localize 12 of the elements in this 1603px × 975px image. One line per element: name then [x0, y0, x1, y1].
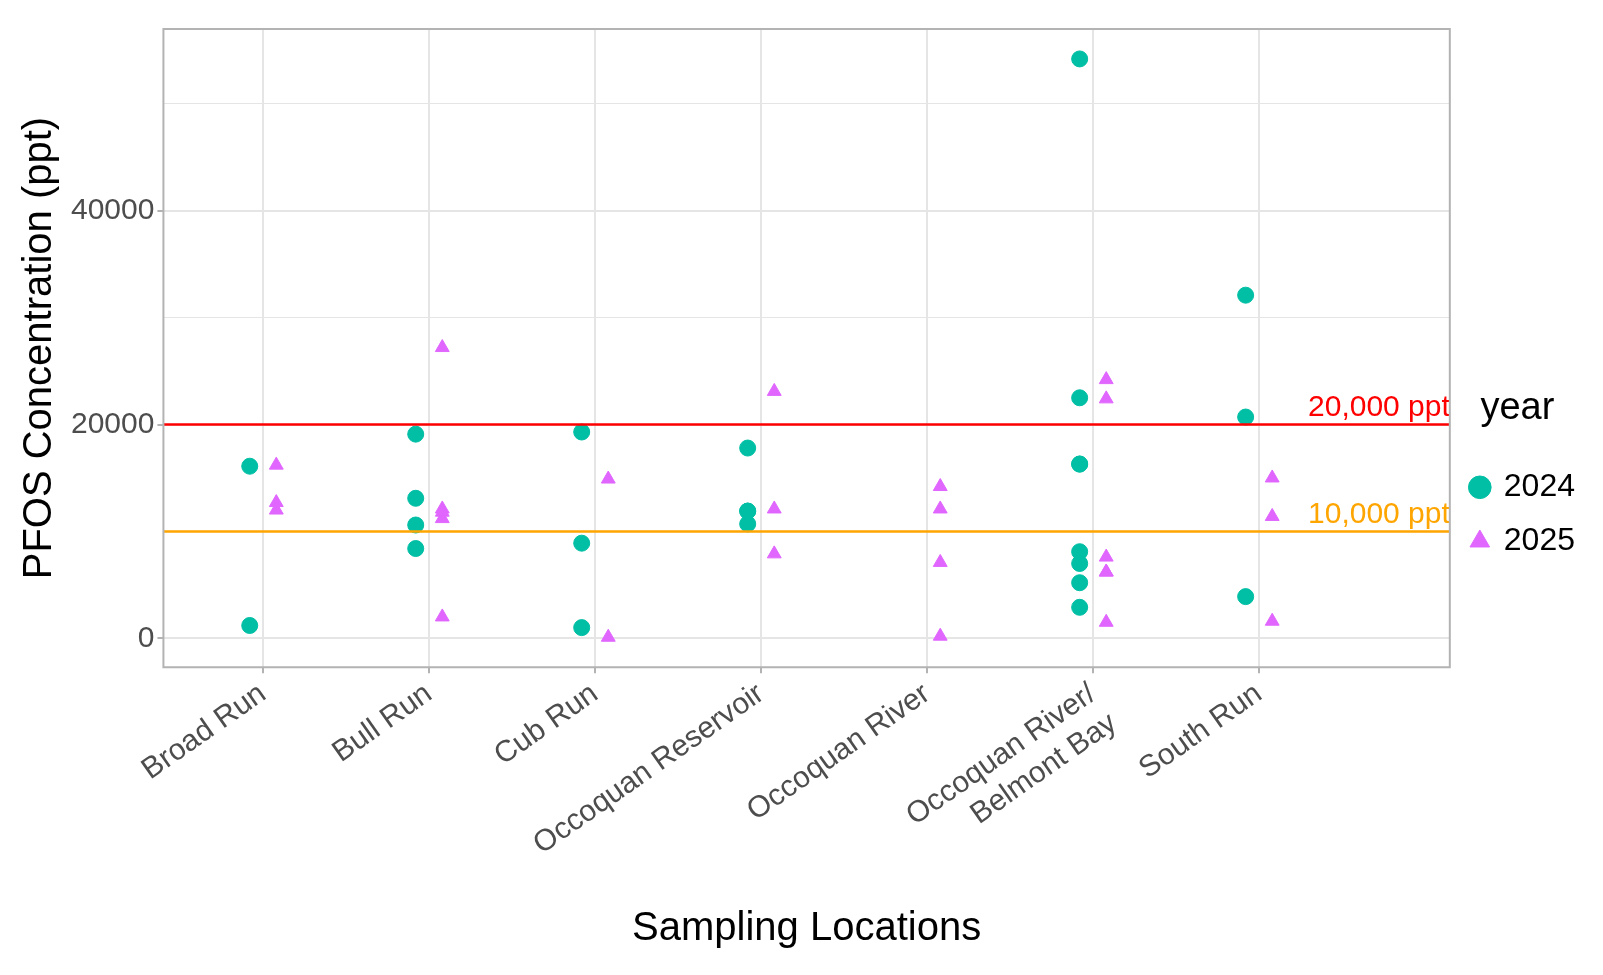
legend-label: 2024	[1503, 467, 1575, 504]
y-axis-title: PFOS Concentration (ppt)	[15, 116, 60, 580]
ref-line-label: 10,000 ppt	[1308, 495, 1451, 529]
y-tick-label: 40000	[70, 191, 155, 225]
x-tick-label: Cub Run	[487, 675, 604, 771]
legend-title: year	[1480, 385, 1555, 428]
legend-label: 2025	[1503, 521, 1575, 558]
x-axis-title: Sampling Locations	[632, 904, 982, 949]
x-tick-label: Bull Run	[325, 675, 438, 768]
y-tick-label: 0	[137, 619, 155, 653]
ref-line-label: 20,000 ppt	[1308, 388, 1451, 422]
y-tick-label: 20000	[70, 405, 155, 439]
